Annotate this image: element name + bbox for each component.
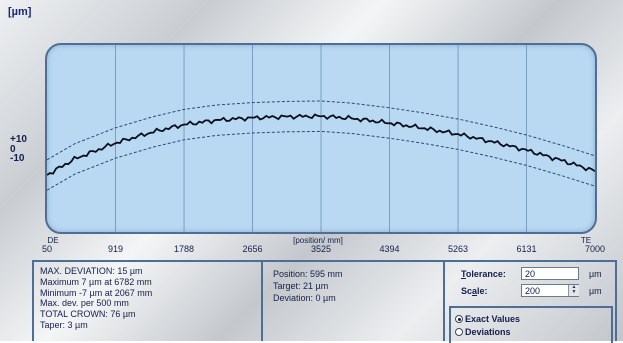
- tolerance-band-line: [47, 130, 595, 191]
- x-tick-label: 6131: [516, 244, 537, 254]
- tolerance-band-line: [47, 100, 595, 161]
- tail-end-label: TE: [580, 236, 592, 245]
- settings-panel: Tolerance: 20 µm Scale: 200 ▲ ▼ µm Exact…: [443, 260, 617, 343]
- scale-unit: µm: [589, 286, 602, 296]
- exact-values-option[interactable]: Exact Values: [455, 314, 521, 324]
- x-axis-title: [position/ mm]: [293, 236, 343, 245]
- x-tick-label: 3525: [310, 244, 332, 254]
- total-crown-text: TOTAL CROWN: 76 µm: [40, 309, 136, 320]
- exact-values-label: Exact Values: [465, 314, 521, 324]
- tolerance-input[interactable]: 20: [521, 267, 579, 280]
- scale-label: Scale:: [461, 286, 488, 296]
- scale-spinner[interactable]: ▲ ▼: [568, 285, 579, 296]
- deviations-option[interactable]: Deviations: [455, 327, 511, 337]
- deviations-label: Deviations: [465, 327, 511, 337]
- profile-plot[interactable]: [45, 43, 597, 234]
- tolerance-label: Tolerance:: [461, 269, 506, 279]
- maximum-text: Maximum 7 µm at 6782 mm: [40, 276, 152, 287]
- minimum-text: Minimum -7 µm at 2067 mm: [40, 287, 153, 298]
- x-tick-label: 4394: [379, 244, 400, 254]
- radio-unselected-icon[interactable]: [455, 328, 463, 336]
- x-tick-label: 2656: [242, 244, 263, 254]
- spin-down-icon[interactable]: ▼: [571, 289, 577, 295]
- start-end-label: DE: [47, 236, 59, 245]
- max-dev-per-text: Max. dev. per 500 mm: [40, 298, 129, 309]
- x-tick-label: 1788: [174, 244, 195, 254]
- x-tick-label: 919: [108, 244, 124, 254]
- x-tick-label: 7000: [584, 244, 606, 254]
- y-label-plus10: +10: [10, 134, 27, 145]
- taper-text: Taper: 3 µm: [40, 319, 88, 330]
- statistics-panel: MAX. DEVIATION: 15 µm Maximum 7 µm at 67…: [32, 260, 263, 341]
- profile-chart-svg: [47, 45, 595, 232]
- radio-selected-icon[interactable]: [455, 315, 463, 323]
- profile-series-line: [47, 113, 595, 176]
- tolerance-unit: µm: [589, 269, 602, 279]
- y-label-minus10: -10: [10, 153, 25, 164]
- display-mode-group: Exact Values Deviations: [449, 306, 613, 343]
- deviation-text: Deviation: 0 µm: [273, 293, 336, 303]
- max-deviation-text: MAX. DEVIATION: 15 µm: [40, 266, 143, 276]
- y-unit-label: [µm]: [8, 6, 32, 18]
- position-text: Position: 595 mm: [273, 269, 343, 279]
- position-panel: Position: 595 mm Target: 21 µm Deviation…: [261, 260, 445, 341]
- spin-up-icon[interactable]: ▲: [571, 284, 577, 290]
- y-label-zero: 0: [10, 144, 16, 155]
- target-text: Target: 21 µm: [273, 281, 329, 291]
- x-tick-label: 5263: [448, 244, 469, 254]
- x-tick-label: 50: [41, 244, 53, 254]
